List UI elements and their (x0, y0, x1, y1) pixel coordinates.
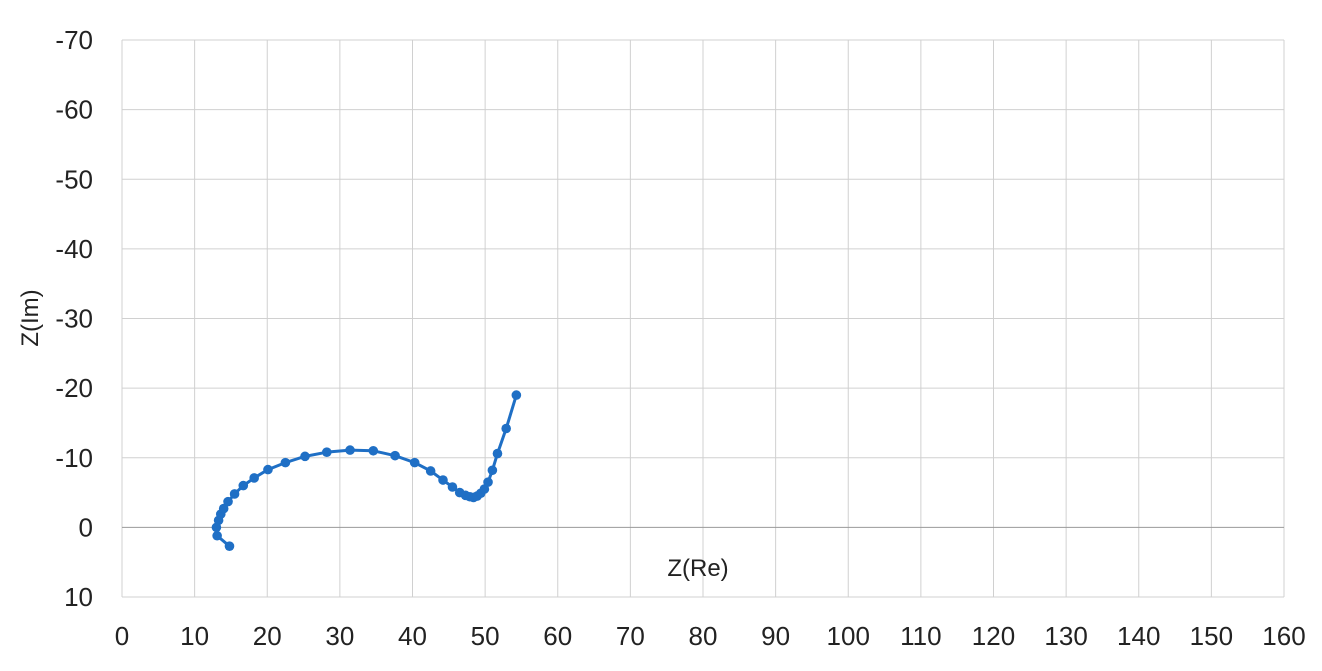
x-tick-label: 150 (1190, 621, 1233, 651)
data-point (501, 423, 511, 434)
data-point (483, 477, 493, 487)
y-tick-label: 0 (79, 512, 93, 542)
data-point (223, 496, 233, 507)
x-tick-label: 60 (543, 621, 572, 651)
data-point (368, 445, 379, 456)
y-tick-label: -70 (55, 25, 93, 55)
y-axis-label: Z(Im) (17, 289, 44, 346)
x-tick-label: 130 (1044, 621, 1087, 651)
data-point (249, 473, 259, 483)
data-point (425, 466, 436, 476)
x-tick-label: 110 (900, 621, 941, 651)
x-axis-label: Z(Re) (667, 555, 728, 582)
x-tick-label: 100 (827, 621, 870, 651)
data-point (322, 447, 332, 457)
y-tick-label: -10 (55, 443, 93, 473)
data-point (438, 475, 448, 485)
x-tick-label: 70 (616, 621, 645, 651)
x-tick-label: 80 (689, 621, 718, 651)
x-tick-label: 160 (1262, 621, 1305, 651)
data-point (300, 451, 310, 462)
data-point (345, 445, 355, 455)
y-tick-label: -30 (55, 304, 93, 334)
x-tick-label: 40 (398, 621, 427, 651)
data-point (492, 448, 503, 459)
y-tick-label: -40 (55, 234, 93, 264)
x-tick-label: 0 (115, 621, 129, 651)
x-tick-label: 10 (180, 621, 209, 651)
y-tick-label: -20 (55, 373, 93, 403)
grid-lines (121, 39, 1285, 598)
x-tick-label: 50 (471, 621, 500, 651)
x-tick-labels: 0 10 20 30 40 50 60 70 80 90 100 110 120 130 140 150 160 (115, 621, 1306, 651)
x-tick-label: 120 (972, 621, 1015, 651)
data-point (409, 457, 420, 468)
data-point (218, 503, 229, 514)
y-tick-labels: -70 -60 -50 -40 -30 -20 -10 0 10 (55, 25, 93, 612)
x-tick-label: 20 (253, 621, 282, 651)
x-tick-label: 140 (1117, 621, 1160, 651)
data-point (229, 489, 240, 499)
series-line (214, 394, 518, 548)
data-point (511, 390, 522, 400)
x-tick-label: 90 (761, 621, 790, 651)
data-point (212, 530, 222, 541)
y-tick-label: 10 (64, 582, 93, 612)
data-point (263, 464, 273, 475)
y-tick-label: -50 (55, 164, 93, 194)
data-point (238, 480, 249, 491)
x-tick-label: 30 (325, 621, 354, 651)
y-tick-label: -60 (55, 95, 93, 125)
data-point (224, 541, 235, 551)
data-point (280, 457, 291, 468)
data-point (447, 482, 458, 492)
data-series (211, 390, 522, 551)
data-point (487, 465, 498, 476)
data-point (390, 450, 400, 461)
